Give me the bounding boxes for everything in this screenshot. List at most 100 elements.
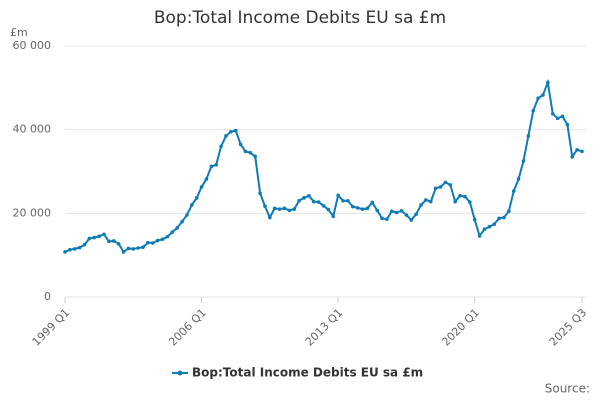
point	[560, 114, 565, 119]
point	[165, 234, 170, 239]
point	[399, 209, 404, 213]
point	[126, 246, 131, 251]
y-unit: £m	[10, 26, 28, 39]
point	[175, 226, 179, 230]
point	[160, 237, 165, 242]
point	[546, 80, 550, 85]
point	[68, 247, 72, 252]
point	[97, 234, 101, 239]
point	[224, 134, 228, 138]
point	[526, 134, 531, 138]
point	[233, 128, 238, 133]
point	[511, 189, 516, 193]
point	[185, 213, 189, 217]
x-tick-label: 2025 Q3	[547, 306, 590, 349]
point	[297, 198, 301, 203]
point	[507, 209, 511, 214]
point	[282, 206, 287, 211]
point	[107, 239, 111, 244]
y-tick-label: 0	[44, 290, 51, 303]
point	[536, 96, 540, 101]
legend-marker	[177, 370, 183, 376]
chart-title: Bop:Total Income Debits EU sa £m	[154, 8, 446, 28]
point	[136, 246, 140, 250]
point	[287, 208, 292, 213]
point	[365, 206, 370, 211]
x-tick-label: 2013 Q1	[303, 306, 346, 349]
point	[385, 217, 389, 221]
point	[463, 194, 467, 199]
point	[311, 199, 316, 204]
point	[336, 193, 340, 198]
point	[302, 196, 306, 200]
point	[575, 147, 579, 152]
point	[350, 204, 355, 209]
point	[77, 245, 82, 250]
point	[555, 116, 560, 121]
point	[63, 250, 67, 254]
point	[409, 218, 414, 222]
legend-label: Bop:Total Income Debits EU sa £m	[192, 366, 423, 380]
point	[194, 196, 199, 200]
y-tick-label: 20 000	[13, 206, 52, 219]
point	[229, 129, 233, 134]
point	[380, 216, 384, 221]
point	[521, 159, 526, 163]
point	[92, 235, 97, 240]
point	[258, 191, 262, 196]
point	[360, 207, 365, 211]
point	[477, 234, 482, 238]
point	[116, 242, 121, 246]
point	[326, 207, 331, 212]
point	[214, 163, 218, 167]
point	[438, 185, 443, 189]
point	[370, 200, 375, 205]
point	[346, 198, 350, 203]
point	[102, 232, 106, 237]
point	[268, 215, 272, 220]
point	[253, 154, 258, 159]
point	[131, 247, 136, 251]
point	[204, 177, 209, 181]
point	[448, 183, 453, 187]
point	[404, 213, 409, 217]
point	[497, 216, 501, 221]
point	[394, 210, 399, 215]
point	[389, 209, 394, 214]
x-tick-label: 2020 Q1	[439, 306, 482, 349]
point	[580, 149, 584, 154]
point	[72, 247, 77, 251]
point	[219, 144, 223, 149]
point	[565, 122, 570, 127]
point	[531, 109, 536, 113]
point	[419, 203, 423, 207]
point	[199, 185, 204, 189]
point	[155, 238, 160, 243]
point	[355, 206, 360, 210]
point	[414, 212, 418, 216]
point	[429, 199, 433, 204]
point	[263, 204, 267, 209]
point	[375, 208, 379, 213]
y-tick-label: 60 000	[13, 39, 52, 52]
point	[170, 230, 175, 234]
point	[121, 250, 126, 254]
point	[238, 142, 243, 147]
point	[516, 177, 521, 181]
point	[180, 219, 184, 224]
point	[316, 200, 321, 204]
x-tick-label: 2006 Q1	[166, 306, 209, 349]
point	[453, 199, 457, 204]
y-tick-label: 40 000	[13, 123, 52, 136]
point	[307, 193, 311, 198]
point	[443, 180, 448, 185]
point	[82, 242, 87, 247]
point	[541, 93, 545, 97]
point	[87, 236, 92, 241]
point	[424, 198, 428, 202]
point	[550, 111, 555, 116]
point	[487, 224, 492, 229]
point	[190, 203, 194, 207]
point	[433, 186, 438, 191]
